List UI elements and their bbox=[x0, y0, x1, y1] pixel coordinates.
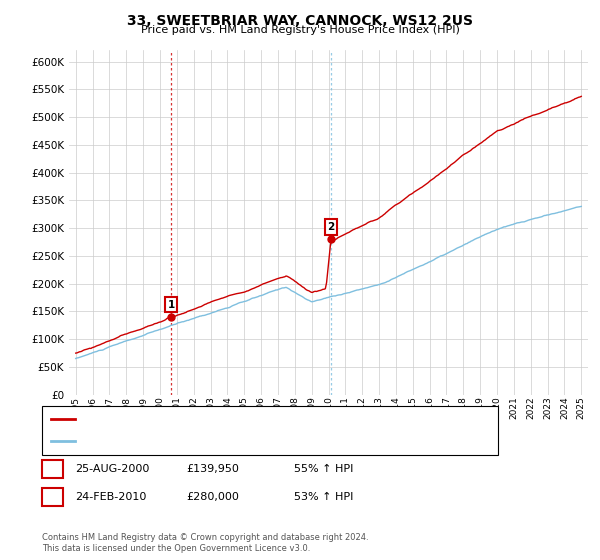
Text: 1: 1 bbox=[49, 464, 56, 474]
Text: 53% ↑ HPI: 53% ↑ HPI bbox=[294, 492, 353, 502]
Text: 25-AUG-2000: 25-AUG-2000 bbox=[75, 464, 149, 474]
Text: 24-FEB-2010: 24-FEB-2010 bbox=[75, 492, 146, 502]
Text: 2: 2 bbox=[328, 222, 335, 232]
Text: £139,950: £139,950 bbox=[186, 464, 239, 474]
Text: 55% ↑ HPI: 55% ↑ HPI bbox=[294, 464, 353, 474]
Text: 33, SWEETBRIAR WAY, CANNOCK, WS12 2US (detached house): 33, SWEETBRIAR WAY, CANNOCK, WS12 2US (d… bbox=[80, 414, 388, 424]
Text: Contains HM Land Registry data © Crown copyright and database right 2024.
This d: Contains HM Land Registry data © Crown c… bbox=[42, 533, 368, 553]
Text: HPI: Average price, detached house, Cannock Chase: HPI: Average price, detached house, Cann… bbox=[80, 436, 336, 446]
Text: 2: 2 bbox=[49, 492, 56, 502]
Text: 33, SWEETBRIAR WAY, CANNOCK, WS12 2US: 33, SWEETBRIAR WAY, CANNOCK, WS12 2US bbox=[127, 14, 473, 28]
Text: Price paid vs. HM Land Registry's House Price Index (HPI): Price paid vs. HM Land Registry's House … bbox=[140, 25, 460, 35]
Text: 1: 1 bbox=[167, 300, 175, 310]
Text: £280,000: £280,000 bbox=[186, 492, 239, 502]
